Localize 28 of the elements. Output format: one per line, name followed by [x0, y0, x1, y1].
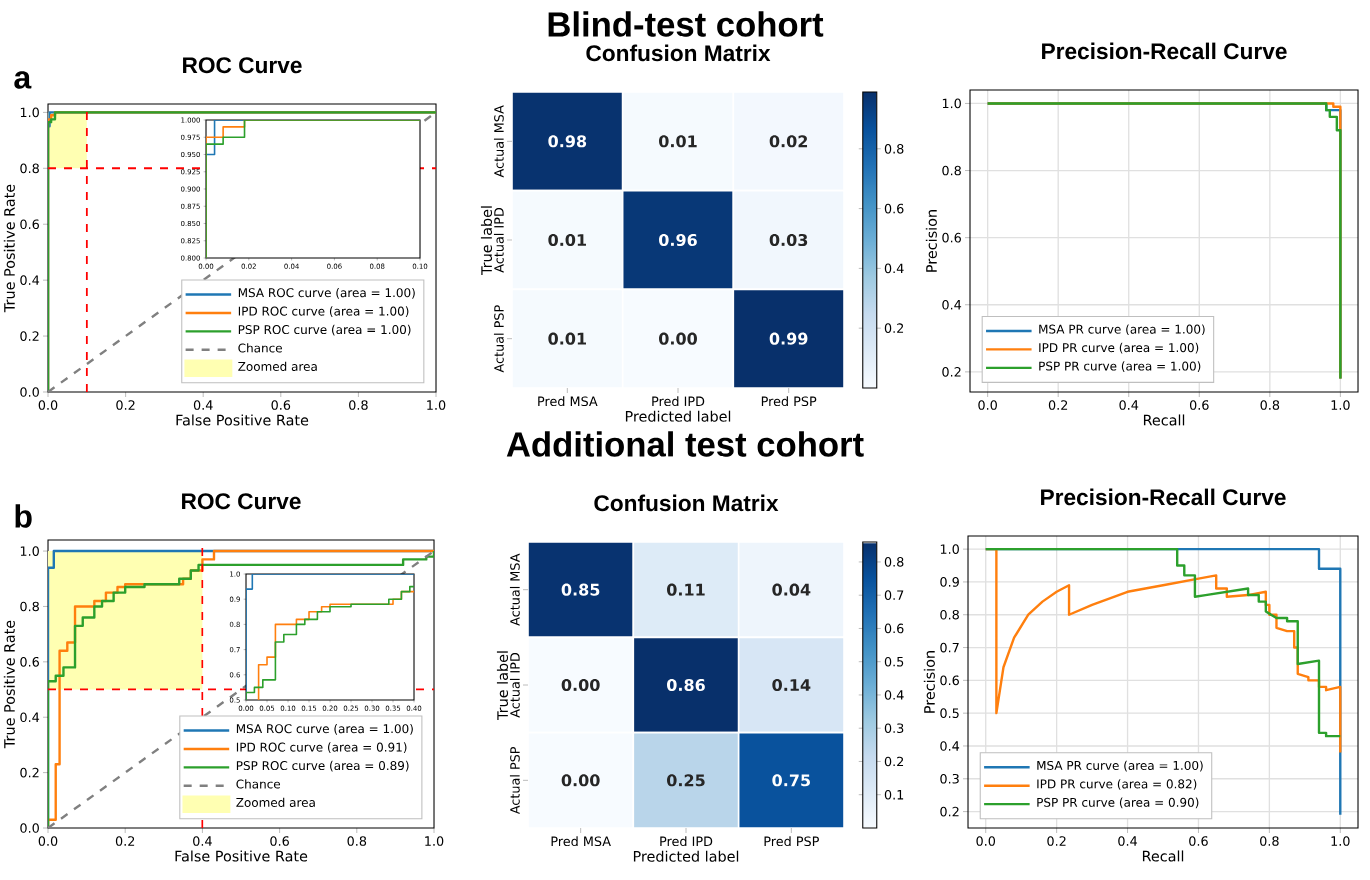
text: Blind-test cohort	[548, 11, 824, 37]
data-label: 0.00	[561, 678, 600, 692]
data-label: 0.00	[659, 332, 697, 345]
data-label: 0.85	[561, 583, 600, 596]
data-label: 0.01	[548, 233, 586, 247]
data-label: 0.00	[561, 774, 600, 787]
text: Additional test cohort	[506, 431, 864, 457]
data-label: 0.03	[769, 233, 808, 247]
data-label: 0.86	[667, 678, 705, 692]
data-label: 0.11	[667, 583, 705, 596]
data-label: 0.04	[772, 583, 811, 596]
text: a	[14, 71, 32, 89]
chart-title: Precision-Recall Curve	[1041, 488, 1286, 506]
data-label: 0.98	[548, 135, 587, 148]
chart-title: ROC Curve	[182, 493, 301, 510]
data-label: 0.25	[667, 774, 705, 787]
chart-title: Confusion Matrix	[586, 44, 771, 62]
data-label: 0.75	[772, 774, 810, 787]
chart-title: ROC Curve	[183, 57, 302, 74]
data-label: 0.99	[769, 332, 808, 345]
data-label: 0.14	[772, 678, 811, 692]
data-label: 0.02	[769, 135, 808, 148]
chart-title: Precision-Recall Curve	[1042, 42, 1287, 60]
data-label: 0.01	[659, 135, 697, 148]
data-label: 0.01	[548, 332, 586, 345]
text: b	[15, 504, 32, 528]
data-label: 0.96	[659, 233, 697, 247]
chart-title: Confusion Matrix	[594, 494, 779, 512]
